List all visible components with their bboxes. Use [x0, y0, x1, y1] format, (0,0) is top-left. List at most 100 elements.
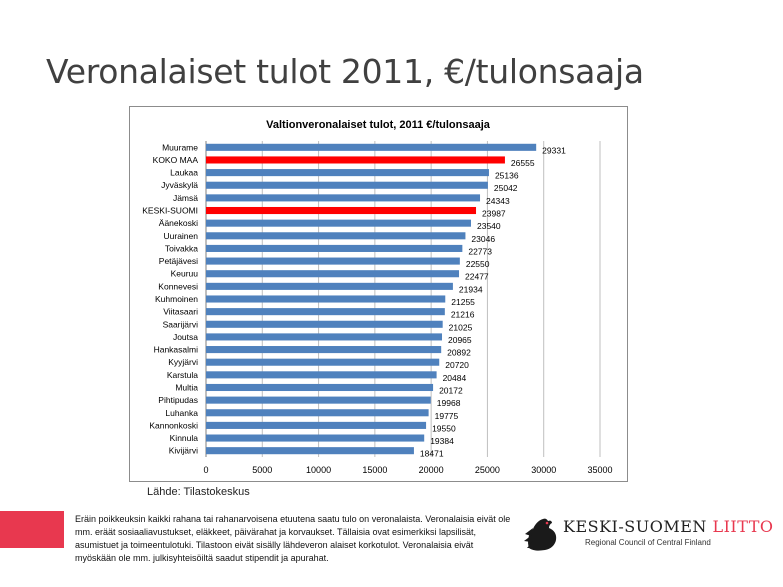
value-label: 19384	[430, 436, 454, 446]
x-tick-label: 30000	[531, 465, 556, 475]
bar	[206, 295, 446, 303]
bar	[206, 421, 427, 429]
value-label: 21216	[451, 310, 475, 320]
category-label: Pihtipudas	[158, 395, 198, 405]
bar	[206, 383, 434, 392]
category-label: Luhanka	[165, 408, 198, 418]
bar	[206, 409, 429, 417]
category-label: KESKI-SUOMI	[142, 206, 198, 216]
x-tick-label: 35000	[587, 465, 612, 475]
bar	[206, 206, 477, 215]
value-label: 20484	[443, 373, 467, 383]
category-label: Jyväskylä	[161, 180, 198, 190]
value-label: 22477	[465, 272, 489, 282]
category-label: Äänekoski	[159, 218, 198, 228]
x-tick-label: 15000	[362, 465, 387, 475]
category-label: Karstula	[167, 370, 198, 380]
category-label: Saarijärvi	[163, 319, 199, 329]
x-tick-label: 5000	[252, 465, 272, 475]
bar	[206, 169, 489, 177]
bar	[206, 447, 414, 455]
value-label: 19775	[435, 411, 459, 421]
x-tick-label: 25000	[475, 465, 500, 475]
slide-title: Veronalaiset tulot 2011, €/tulonsaaja	[46, 52, 644, 91]
chart-category-labels: Muurame KOKO MAA Laukaa Jyväskylä Jämsä KESKI…	[142, 142, 198, 455]
value-label: 20720	[445, 360, 469, 370]
bar	[206, 194, 481, 202]
category-label: Multia	[175, 382, 198, 392]
category-label: Kivijärvi	[169, 446, 198, 456]
category-label: Kyyjärvi	[168, 357, 198, 367]
bar	[206, 219, 471, 227]
chart-title: Valtionveronalaiset tulot, 2011 €/tulons…	[266, 119, 491, 131]
value-label: 23046	[471, 234, 495, 244]
bar	[206, 371, 437, 379]
bar	[206, 346, 442, 354]
category-label: Keuruu	[171, 269, 199, 279]
value-label: 21934	[459, 284, 483, 294]
value-label: 21255	[451, 297, 475, 307]
value-label: 19550	[432, 423, 456, 433]
category-label: Kinnula	[170, 433, 199, 443]
value-label: 19968	[437, 398, 461, 408]
category-label: Toivakka	[165, 243, 198, 253]
value-label: 23540	[477, 221, 501, 231]
category-label: Laukaa	[170, 168, 198, 178]
bar	[206, 396, 431, 404]
value-label: 29331	[542, 145, 566, 155]
logo-subtitle: Regional Council of Central Finland	[585, 538, 711, 547]
category-label: Jämsä	[173, 193, 198, 203]
x-tick-label: 10000	[306, 465, 331, 475]
bar	[206, 333, 443, 341]
capercaillie-bird-icon	[524, 518, 557, 551]
bar	[206, 156, 505, 164]
category-label: Petäjävesi	[159, 256, 198, 266]
category-label: Viitasaari	[163, 307, 198, 317]
footer-accent-bar	[0, 511, 64, 548]
bar	[206, 320, 443, 328]
chart-container: Valtionveronalaiset tulot, 2011 €/tulons…	[129, 106, 628, 482]
category-label: Konnevesi	[158, 281, 198, 291]
value-label: 22773	[468, 246, 492, 256]
bar	[206, 181, 488, 189]
chart-value-labels: 29331 26555 25136 25042 24343 23987 23540 23046…	[420, 145, 566, 458]
bar	[206, 282, 453, 290]
bar	[206, 244, 463, 252]
footnote-text: Eräin poikkeuksin kaikki rahana tai raha…	[75, 514, 511, 563]
category-label: Hankasalmi	[154, 345, 199, 355]
value-label: 26555	[511, 158, 535, 168]
bar	[206, 270, 460, 278]
bar-chart: Valtionveronalaiset tulot, 2011 €/tulons…	[142, 119, 612, 475]
bar	[206, 232, 466, 240]
category-label: Muurame	[162, 142, 198, 152]
category-label: Uurainen	[164, 231, 199, 241]
value-label: 22550	[466, 259, 490, 269]
bar	[206, 257, 460, 265]
value-label: 18471	[420, 449, 444, 459]
value-label: 20172	[439, 385, 463, 395]
category-label: Kuhmoinen	[155, 294, 198, 304]
logo-name-part2: LIITTO	[712, 517, 774, 536]
value-label: 21025	[449, 322, 473, 332]
bar	[206, 434, 425, 442]
bar	[206, 358, 440, 366]
logo-name-part1: KESKI-SUOMEN	[563, 517, 713, 536]
value-label: 20965	[448, 335, 472, 345]
value-label: 24343	[486, 196, 510, 206]
value-label: 25136	[495, 171, 519, 181]
chart-bars	[206, 143, 537, 455]
category-label: KOKO MAA	[153, 155, 199, 165]
category-label: Joutsa	[173, 332, 198, 342]
organization-logo: KESKI-SUOMEN LIITTO Regional Council of …	[523, 514, 773, 554]
bar	[206, 308, 445, 316]
logo-name: KESKI-SUOMEN LIITTO	[563, 517, 774, 536]
value-label: 20892	[447, 348, 471, 358]
source-note: Lähde: Tilastokeskus	[147, 486, 250, 498]
category-label: Kannonkoski	[149, 420, 198, 430]
value-label: 23987	[482, 209, 506, 219]
x-tick-label: 20000	[419, 465, 444, 475]
chart-x-tick-labels: 0 5000 10000 15000 20000 25000 30000 35000	[203, 465, 612, 475]
x-tick-label: 0	[203, 465, 208, 475]
value-label: 25042	[494, 183, 518, 193]
bar	[206, 143, 537, 151]
